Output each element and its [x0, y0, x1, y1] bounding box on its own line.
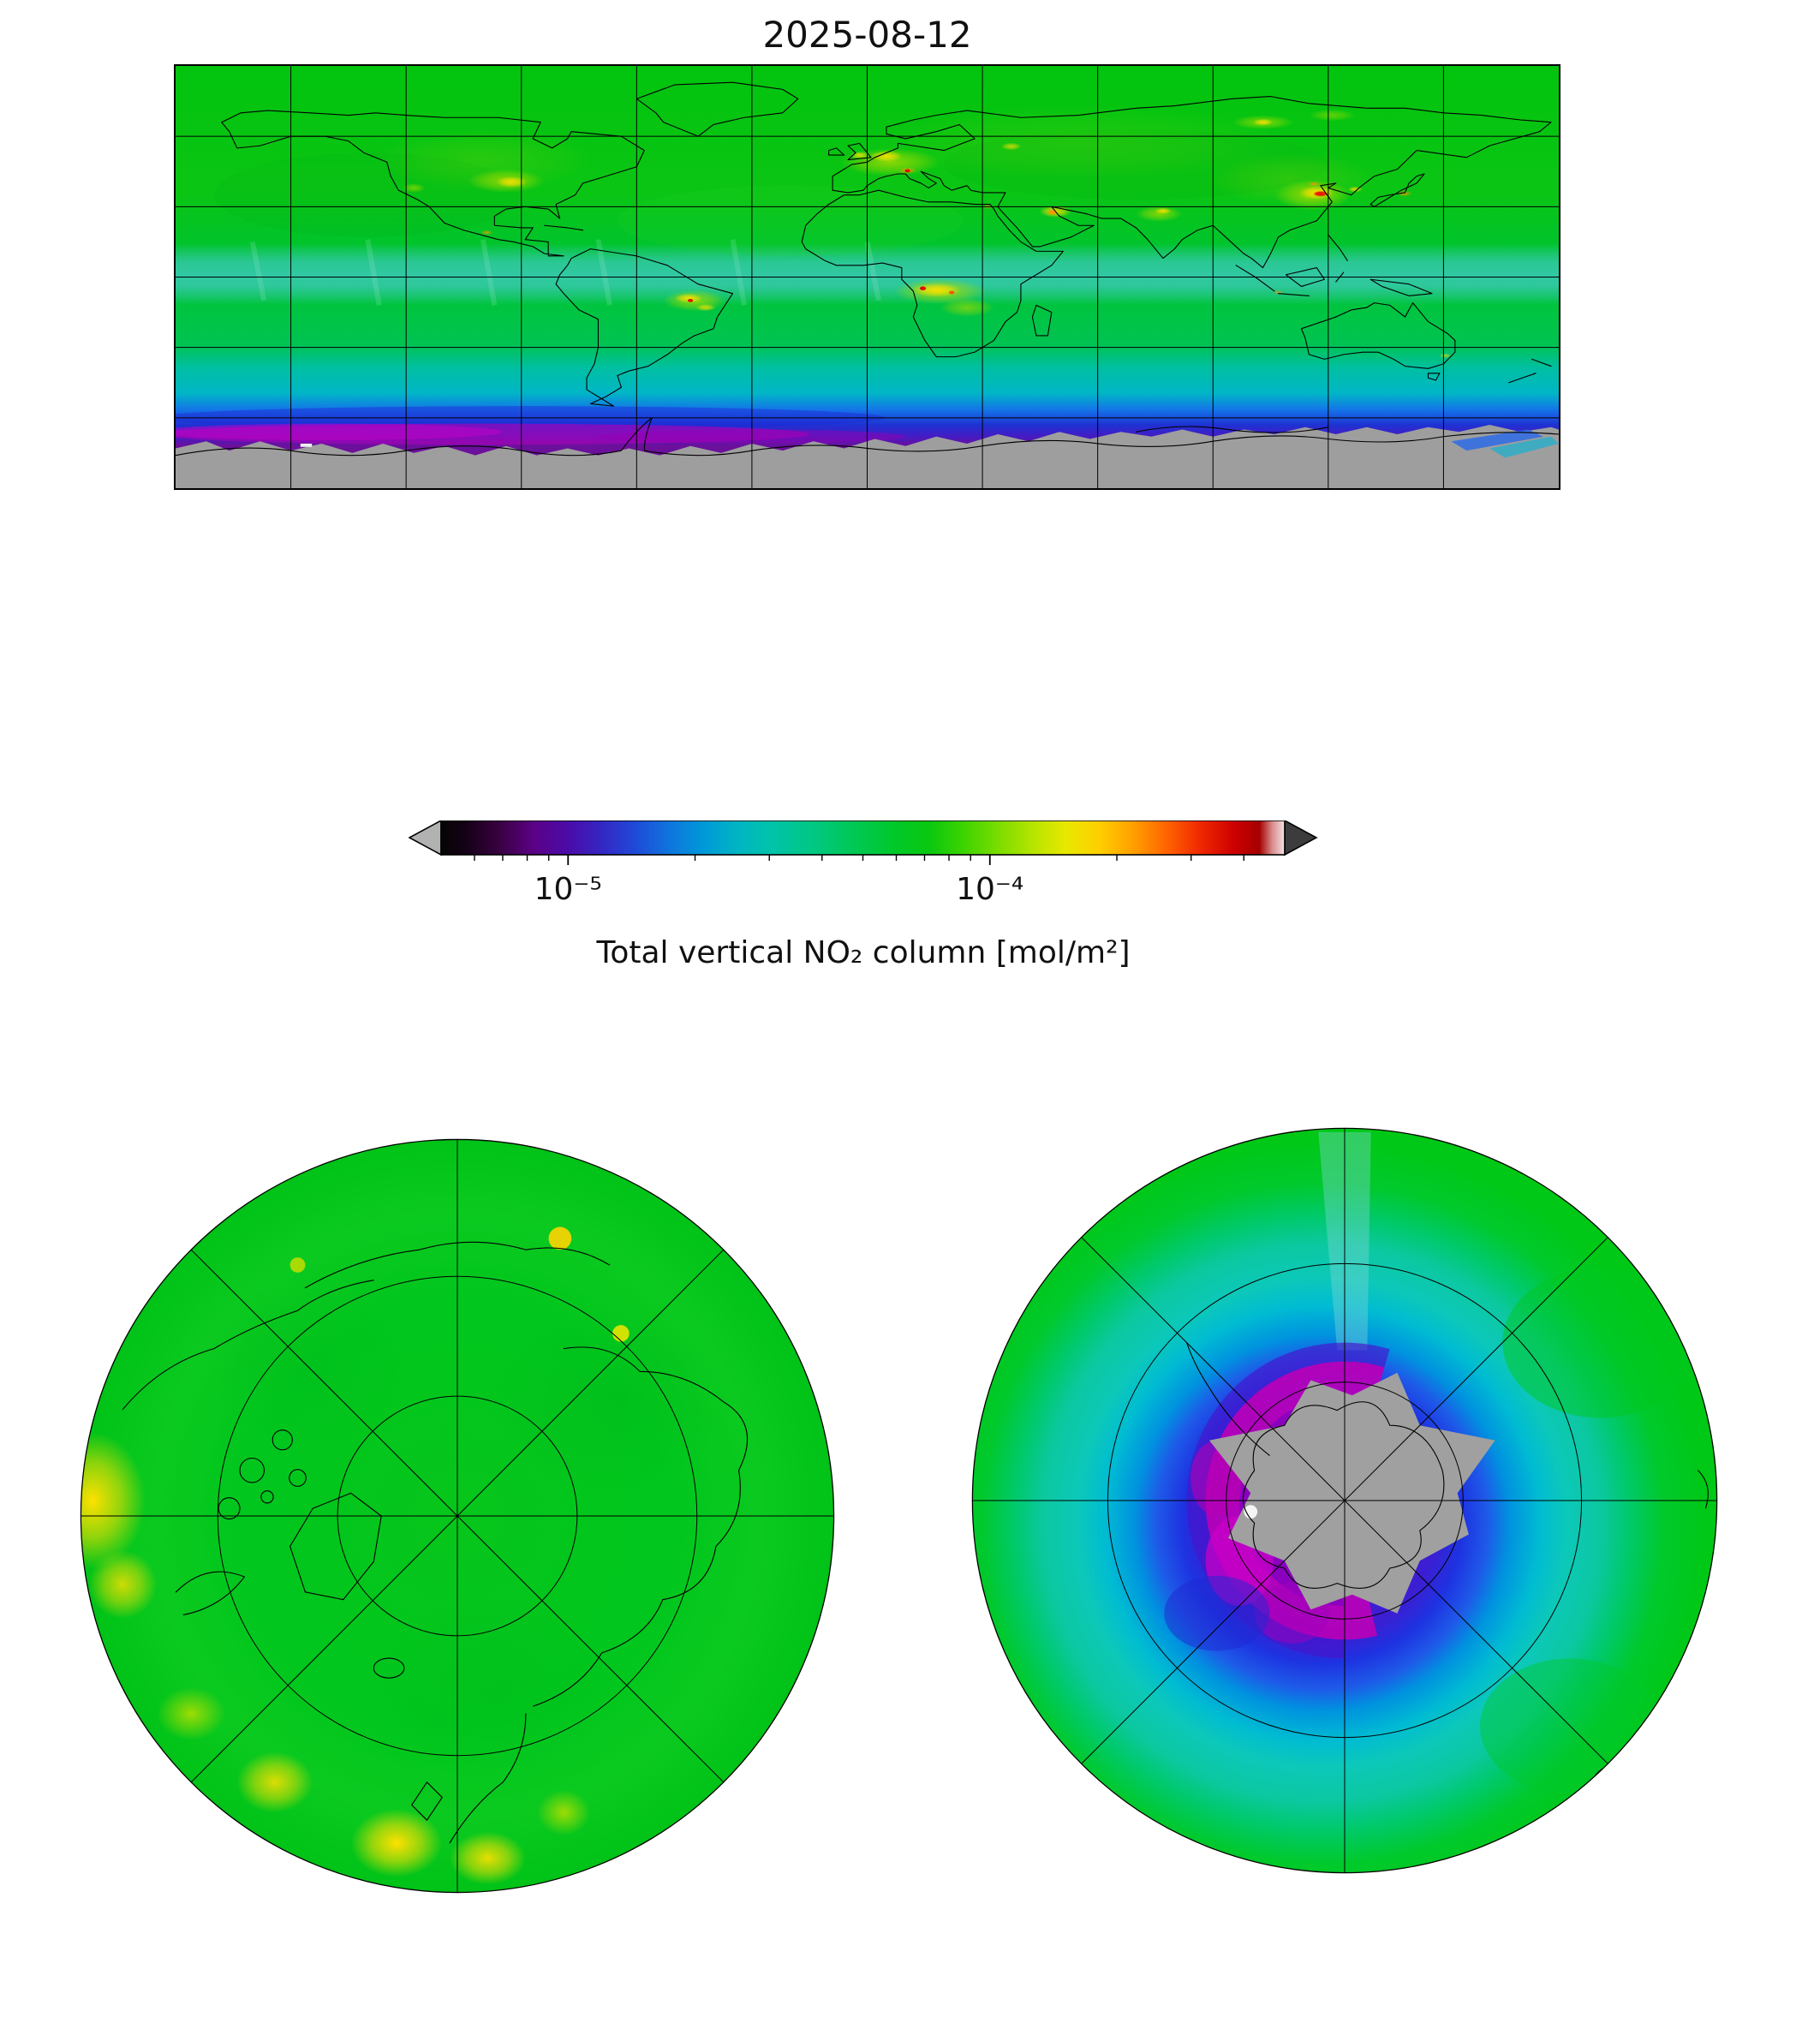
- colorbar-gradient-bar: [441, 821, 1285, 855]
- figure-title: 2025-08-12: [762, 14, 972, 56]
- colorbar-ticks: [474, 855, 1244, 865]
- colorbar-label: Total vertical NO₂ column [mol/m²]: [596, 935, 1131, 970]
- north-texture: [206, 1280, 724, 1779]
- north-coastlines: [122, 1242, 747, 1843]
- colorbar-under-arrow: [409, 821, 442, 856]
- no2-hotspots: [375, 105, 1452, 358]
- colorbar-over-arrow: [1284, 821, 1318, 856]
- south-polar-canvas: [969, 1125, 1721, 1877]
- colorbar-tick-label-1e-4: 10⁻⁴: [956, 872, 1024, 907]
- north-map-boundary: [81, 1139, 833, 1892]
- global-map-canvas: [176, 66, 1559, 488]
- antarctic-low-band: [176, 406, 906, 445]
- north-polar-map-panel: [77, 1136, 838, 1896]
- colorbar-tick-label-1e-5: 10⁻⁵: [534, 872, 602, 907]
- north-polar-canvas: [77, 1136, 838, 1896]
- no-data-details: [300, 429, 1559, 458]
- colorbar: [409, 821, 1318, 865]
- south-polar-map-panel: [969, 1125, 1721, 1877]
- swath-streaks: [253, 240, 879, 306]
- north-hotspots: [81, 1226, 630, 1885]
- graticule: [176, 66, 1559, 488]
- south-ice-speck: [1244, 1505, 1258, 1519]
- south-map-boundary: [972, 1128, 1716, 1872]
- global-no2-map-panel: [174, 64, 1560, 490]
- north-graticule: [81, 1139, 833, 1892]
- south-graticule: [972, 1128, 1716, 1872]
